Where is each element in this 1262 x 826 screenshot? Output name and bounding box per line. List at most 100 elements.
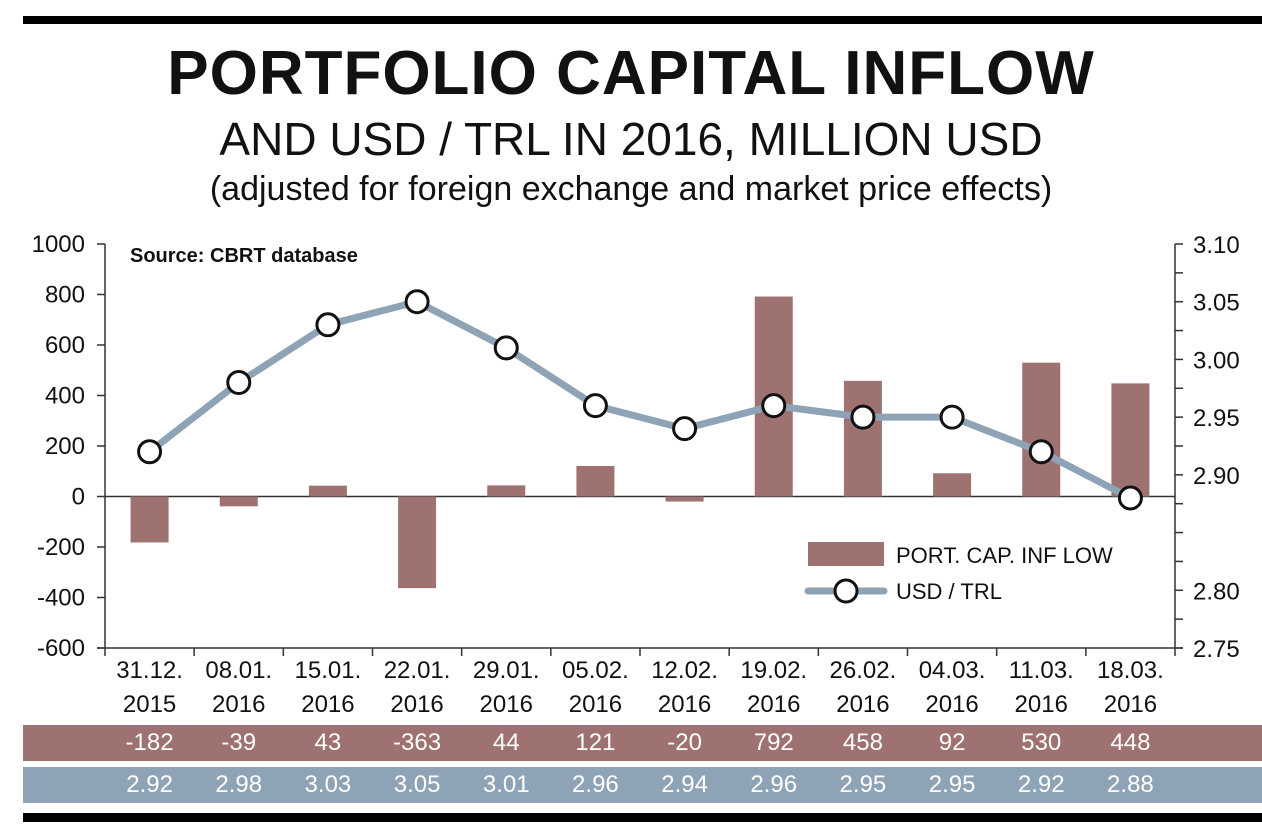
flow-value-cell: 448 (1110, 729, 1151, 756)
fx-value-cell: 2.92 (126, 771, 173, 798)
usd-trl-point (850, 404, 876, 430)
fx-value-cell: 2.92 (1017, 771, 1065, 798)
legend: PORT. CAP. INF LOW USD / TRL (804, 542, 1113, 604)
right-tick-label: 3.00 (1193, 347, 1240, 374)
left-tick-label: -600 (37, 635, 85, 662)
flow-bar (1111, 383, 1150, 497)
x-axis-labels: 31.12. 2015 08.01. 2016 15.01. 2016 22.01. 2016… (116, 657, 1164, 718)
x-tick-label-year: 2016 (747, 691, 800, 718)
fx-value-cell: 2.94 (661, 771, 708, 798)
usd-trl-point (1028, 439, 1054, 465)
flow-bar (1022, 362, 1061, 497)
x-tick-label-date: 05.02. (562, 657, 629, 684)
x-tick-label-date: 31.12. (116, 657, 183, 684)
left-tick-label: 1000 (32, 231, 85, 258)
x-tick-label-year: 2016 (390, 691, 443, 718)
x-tick-label-year: 2016 (480, 691, 533, 718)
left-tick-label: 800 (45, 282, 85, 309)
axes: 1000 800 600 400 200 0 -200 -400 -600 3.10 3.05 3.0… (32, 231, 1240, 663)
left-tick-label: -400 (37, 585, 85, 612)
right-tick-label: 3.10 (1193, 232, 1240, 259)
fx-values-strip: 2.92 2.98 3.03 3.05 3.01 2.96 2.94 2.96 2.95 2.95… (23, 767, 1262, 803)
right-tick-label: 2.90 (1193, 463, 1240, 490)
fx-value-cell: 2.98 (215, 771, 263, 798)
x-tick-label-year: 2016 (1015, 691, 1068, 718)
legend-bar-swatch (808, 542, 884, 566)
flow-value-cell: -182 (125, 729, 174, 756)
x-tick-label-date: 19.02. (740, 657, 807, 684)
flow-value-cell: 458 (842, 729, 883, 756)
fx-value-cell: 3.05 (393, 771, 441, 798)
right-tick-label: 3.05 (1193, 290, 1240, 317)
chart-title: PORTFOLIO CAPITAL INFLOW (167, 39, 1095, 108)
flow-bar (576, 465, 615, 497)
source-label: Source: CBRT database (130, 245, 358, 267)
x-tick-label-year: 2016 (301, 691, 354, 718)
line-series (137, 289, 1143, 511)
x-tick-label-year: 2016 (836, 691, 889, 718)
fx-value-cell: 2.96 (572, 771, 619, 798)
flow-value-cell: 530 (1021, 729, 1062, 756)
flow-bar (487, 485, 526, 497)
flow-value-cell: 43 (314, 729, 342, 756)
usd-trl-point (226, 370, 252, 396)
flow-bar (398, 496, 437, 589)
legend-bar-label: PORT. CAP. INF LOW (896, 543, 1113, 568)
right-tick-label: 2.80 (1193, 578, 1240, 605)
fx-value-cell: 3.03 (304, 771, 352, 798)
flow-bar (933, 473, 972, 497)
flow-bar (843, 380, 882, 497)
x-tick-label-year: 2016 (212, 691, 265, 718)
left-tick-label: 200 (45, 433, 85, 460)
chart-subtitle: AND USD / TRL IN 2016, MILLION USD (219, 113, 1043, 165)
flow-value-cell: -20 (667, 729, 702, 756)
usd-trl-point (582, 393, 608, 419)
flow-value-cell: -363 (393, 729, 442, 756)
x-tick-label-date: 26.02. (830, 657, 897, 684)
usd-trl-point (404, 289, 430, 315)
flow-value-cell: -39 (221, 729, 257, 756)
fx-value-cell: 2.96 (750, 771, 798, 798)
flow-value-cell: 44 (492, 729, 520, 756)
usd-trl-point (1117, 485, 1143, 511)
flow-bar (665, 496, 704, 502)
flow-value-cell: 92 (938, 729, 966, 756)
x-tick-label-year: 2016 (569, 691, 622, 718)
left-tick-label: 400 (45, 383, 85, 410)
flow-bar (130, 496, 169, 543)
fx-value-cell: 2.88 (1107, 771, 1154, 798)
flow-bar (308, 485, 347, 497)
usd-trl-point (493, 335, 519, 361)
usd-trl-point (939, 404, 965, 430)
usd-trl-point (315, 312, 341, 338)
fx-value-cell: 3.01 (482, 771, 530, 798)
x-tick-label-date: 22.01. (384, 657, 451, 684)
bottom-rule (23, 813, 1262, 822)
x-tick-label-year: 2016 (925, 691, 978, 718)
left-tick-label: 600 (45, 332, 85, 359)
right-tick-label: 2.75 (1193, 636, 1240, 663)
flow-bar (219, 496, 258, 507)
usd-trl-line (146, 298, 1134, 502)
top-rule (23, 16, 1262, 24)
usd-trl-point (137, 439, 163, 465)
x-tick-label-date: 11.03. (1009, 657, 1074, 684)
usd-trl-point (761, 393, 787, 419)
legend-line-label: USD / TRL (896, 579, 1002, 604)
x-tick-label-date: 12.02. (651, 657, 718, 684)
flow-values-strip: -182 -39 43 -363 44 121 -20 792 458 92 530 448 (23, 725, 1262, 761)
legend-line-marker (833, 578, 859, 604)
usd-trl-point (672, 416, 698, 442)
left-tick-label: -200 (37, 534, 85, 561)
right-tick-label: 2.95 (1193, 405, 1240, 432)
x-tick-label-year: 2015 (123, 691, 176, 718)
x-tick-label-date: 15.01. (295, 657, 362, 684)
left-tick-label: 0 (72, 484, 85, 511)
x-tick-label-date: 29.01. (473, 657, 540, 684)
flow-value-cell: 121 (575, 729, 616, 756)
flow-value-cell: 792 (753, 729, 794, 756)
fx-value-cell: 2.95 (928, 771, 976, 798)
x-tick-label-date: 08.01. (205, 657, 272, 684)
x-tick-label-year: 2016 (658, 691, 711, 718)
